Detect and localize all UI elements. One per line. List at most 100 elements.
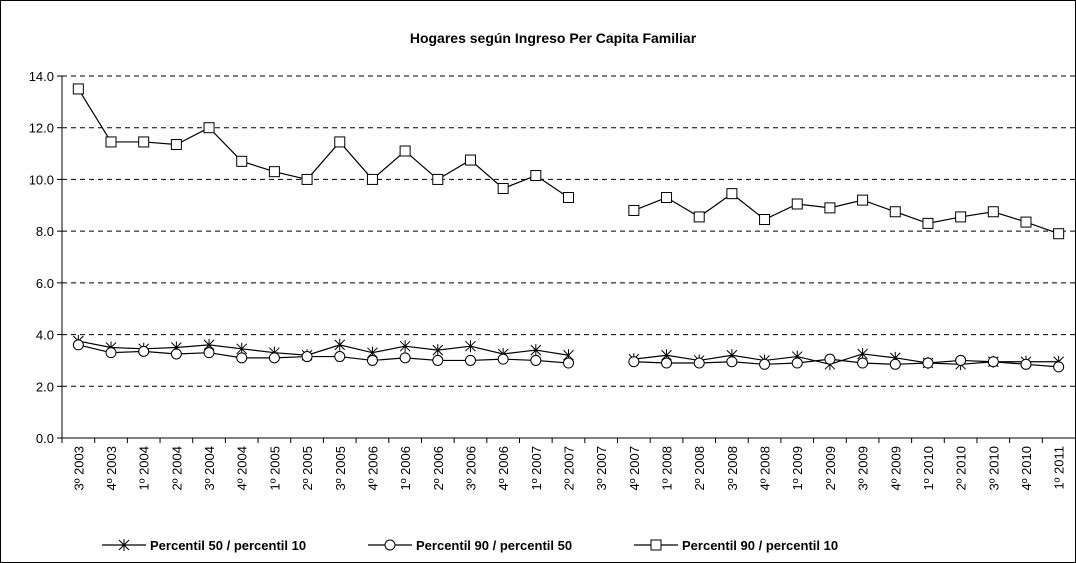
x-tick-label: 2º 2007: [562, 446, 577, 491]
marker: [268, 166, 280, 178]
x-tick-label: 2º 2009: [823, 446, 838, 491]
chart-title: Hogares según Ingreso Per Capita Familia…: [410, 30, 697, 46]
marker: [922, 217, 934, 229]
marker: [464, 154, 476, 166]
x-tick-label: 3º 2010: [986, 446, 1001, 491]
marker: [922, 357, 934, 369]
marker: [563, 357, 574, 369]
marker: [987, 206, 999, 218]
marker: [170, 139, 182, 151]
x-tick-label: 4º 2009: [888, 446, 903, 491]
marker: [857, 357, 869, 369]
x-tick-label: 3º 2008: [725, 446, 740, 491]
marker: [726, 356, 738, 368]
marker: [661, 192, 673, 204]
legend-label: Percentil 90 / percentil 50: [416, 538, 572, 553]
marker: [497, 182, 509, 194]
marker: [1020, 358, 1032, 370]
marker: [170, 348, 182, 360]
marker: [203, 122, 215, 134]
y-tick-label: 0.0: [36, 431, 54, 446]
marker: [72, 83, 84, 95]
x-tick-label: 1º 2004: [137, 446, 152, 491]
marker: [432, 354, 444, 366]
x-tick-label: 3º 2004: [202, 446, 217, 491]
legend-label: Percentil 50 / percentil 10: [150, 538, 306, 553]
marker: [334, 136, 346, 148]
x-tick-label: 4º 2007: [627, 446, 642, 491]
marker: [889, 206, 901, 218]
marker: [628, 204, 640, 216]
x-tick-label: 2º 2008: [692, 446, 707, 491]
marker: [563, 192, 574, 204]
marker: [366, 354, 378, 366]
marker: [824, 353, 836, 365]
marker: [236, 352, 248, 364]
x-tick-label: 2º 2006: [431, 446, 446, 491]
x-tick-label: 3º 2006: [463, 446, 478, 491]
marker: [236, 155, 248, 167]
marker: [1020, 216, 1032, 228]
x-tick-label: 4º 2008: [758, 446, 773, 491]
marker: [759, 358, 771, 370]
marker: [661, 357, 673, 369]
x-tick-label: 2º 2010: [954, 446, 969, 491]
x-tick-label: 1º 2011: [1052, 446, 1067, 490]
marker: [105, 136, 117, 148]
marker: [650, 539, 662, 551]
marker: [1053, 228, 1065, 240]
x-tick-label: 3º 2007: [594, 446, 609, 491]
x-tick-label: 1º 2008: [660, 446, 675, 491]
marker: [399, 352, 411, 364]
x-tick-label: 1º 2007: [529, 446, 544, 491]
x-tick-label: 2º 2005: [300, 446, 315, 491]
marker: [118, 539, 130, 551]
marker: [399, 340, 411, 353]
x-tick-label: 3º 2005: [333, 446, 348, 491]
marker: [138, 345, 150, 357]
marker: [824, 202, 836, 214]
marker: [432, 344, 444, 357]
x-tick-label: 4º 2004: [235, 446, 250, 491]
y-tick-label: 6.0: [36, 276, 54, 291]
marker: [530, 170, 542, 182]
marker: [301, 173, 313, 185]
marker: [72, 339, 84, 351]
marker: [628, 356, 640, 368]
y-tick-label: 8.0: [36, 224, 54, 239]
marker: [366, 173, 378, 185]
marker: [432, 173, 444, 185]
x-tick-label: 4º 2003: [104, 446, 119, 491]
x-tick-label: 2º 2004: [169, 446, 184, 491]
x-tick-label: 4º 2010: [1019, 446, 1034, 491]
marker: [203, 347, 215, 359]
y-tick-label: 4.0: [36, 328, 54, 343]
marker: [268, 352, 280, 364]
y-tick-label: 2.0: [36, 379, 54, 394]
marker: [693, 211, 705, 223]
x-tick-label: 3º 2009: [856, 446, 871, 491]
marker: [334, 351, 346, 363]
marker: [530, 344, 542, 357]
marker: [384, 539, 396, 551]
marker: [726, 188, 738, 200]
marker: [1053, 361, 1065, 373]
marker: [889, 358, 901, 370]
marker: [465, 340, 476, 353]
marker: [334, 338, 346, 351]
x-tick-label: 4º 2006: [365, 446, 380, 491]
y-tick-label: 10.0: [29, 172, 54, 187]
legend-label: Percentil 90 / percentil 10: [682, 538, 838, 553]
marker: [955, 354, 967, 366]
marker: [857, 194, 869, 206]
y-tick-label: 14.0: [29, 69, 54, 84]
marker: [759, 214, 771, 226]
marker: [791, 198, 803, 210]
marker: [464, 354, 476, 366]
y-tick-label: 12.0: [29, 121, 54, 136]
marker: [105, 347, 117, 359]
marker: [138, 136, 150, 148]
x-tick-label: 4º 2006: [496, 446, 511, 491]
